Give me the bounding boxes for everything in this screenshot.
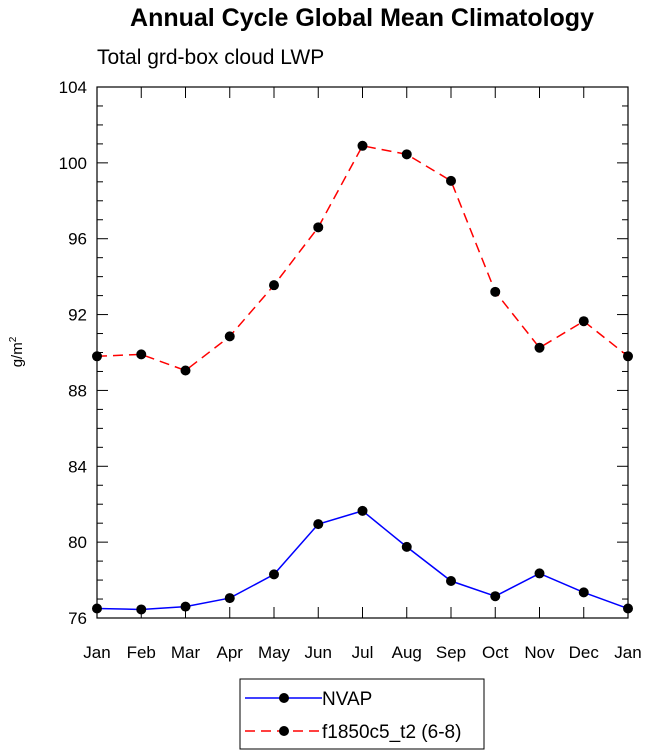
legend-marker-nvap — [279, 693, 289, 703]
series-1-point — [446, 175, 456, 186]
series-1-point — [313, 222, 324, 233]
series-0-point — [313, 519, 324, 530]
legend-label-nvap: NVAP — [322, 689, 372, 710]
chart-title: Annual Cycle Global Mean Climatology — [130, 4, 594, 32]
series-1-point — [623, 351, 633, 362]
series-0-point — [357, 505, 368, 516]
x-tick-label: Jul — [352, 643, 374, 662]
x-tick-label: Jun — [305, 643, 332, 662]
ticks: 76 80 84 88 92 96 100 104 Jan Feb Mar Apr May Jun Jul A… — [59, 78, 642, 662]
series-1-point — [401, 149, 412, 160]
x-tick-label: Aug — [392, 643, 422, 662]
legend-marker-f1850c5 — [279, 726, 289, 736]
series-0-point — [92, 603, 102, 614]
x-tick-label: Jan — [614, 643, 641, 662]
x-tick-label: Jan — [83, 643, 110, 662]
plot-frame — [96, 86, 629, 619]
y-axis-label: g/m2 — [8, 336, 26, 367]
x-tick-label: Sep — [436, 643, 466, 662]
series-1-point — [269, 280, 279, 291]
series-1-point — [92, 351, 102, 362]
series-0-point — [180, 601, 191, 612]
series-1-point — [224, 331, 235, 342]
series-line-1 — [96, 144, 629, 372]
series-0-point — [269, 569, 279, 580]
series-1-point — [180, 365, 191, 376]
series-0-point — [534, 568, 545, 579]
legend-box — [239, 678, 485, 750]
series-0-point — [136, 604, 147, 615]
series-1-point — [578, 316, 589, 327]
x-tick-label: Dec — [569, 643, 600, 662]
x-tick-label: Apr — [217, 643, 244, 662]
y-tick-label: 88 — [68, 381, 87, 400]
series-1-point — [534, 342, 545, 353]
series-0-point — [490, 591, 501, 602]
y-tick-label: 100 — [59, 154, 87, 173]
y-tick-label: 104 — [59, 78, 87, 97]
series-layer — [92, 140, 633, 615]
x-tick-label: Nov — [524, 643, 555, 662]
series-0-point — [623, 603, 633, 614]
y-tick-label: 76 — [68, 609, 87, 628]
x-tick-label: Oct — [482, 643, 509, 662]
series-1-point — [136, 349, 147, 360]
legend: NVAP f1850c5_t2 (6-8) — [239, 678, 485, 750]
series-1-point — [490, 286, 501, 297]
chart-subtitle: Total grd-box cloud LWP — [97, 46, 324, 69]
y-tick-label: 96 — [68, 230, 87, 249]
x-tick-label: Mar — [171, 643, 201, 662]
series-0-point — [578, 587, 589, 598]
series-line-0 — [96, 510, 629, 611]
series-0-point — [224, 593, 235, 604]
legend-label-f1850c5: f1850c5_t2 (6-8) — [322, 722, 461, 743]
series-1-point — [357, 140, 368, 151]
series-0-point — [446, 576, 456, 587]
y-tick-label: 84 — [68, 457, 87, 476]
y-tick-label: 80 — [68, 533, 87, 552]
x-tick-label: Feb — [127, 643, 156, 662]
y-tick-label: 92 — [68, 306, 87, 325]
x-tick-label: May — [258, 643, 291, 662]
series-0-point — [401, 541, 412, 552]
